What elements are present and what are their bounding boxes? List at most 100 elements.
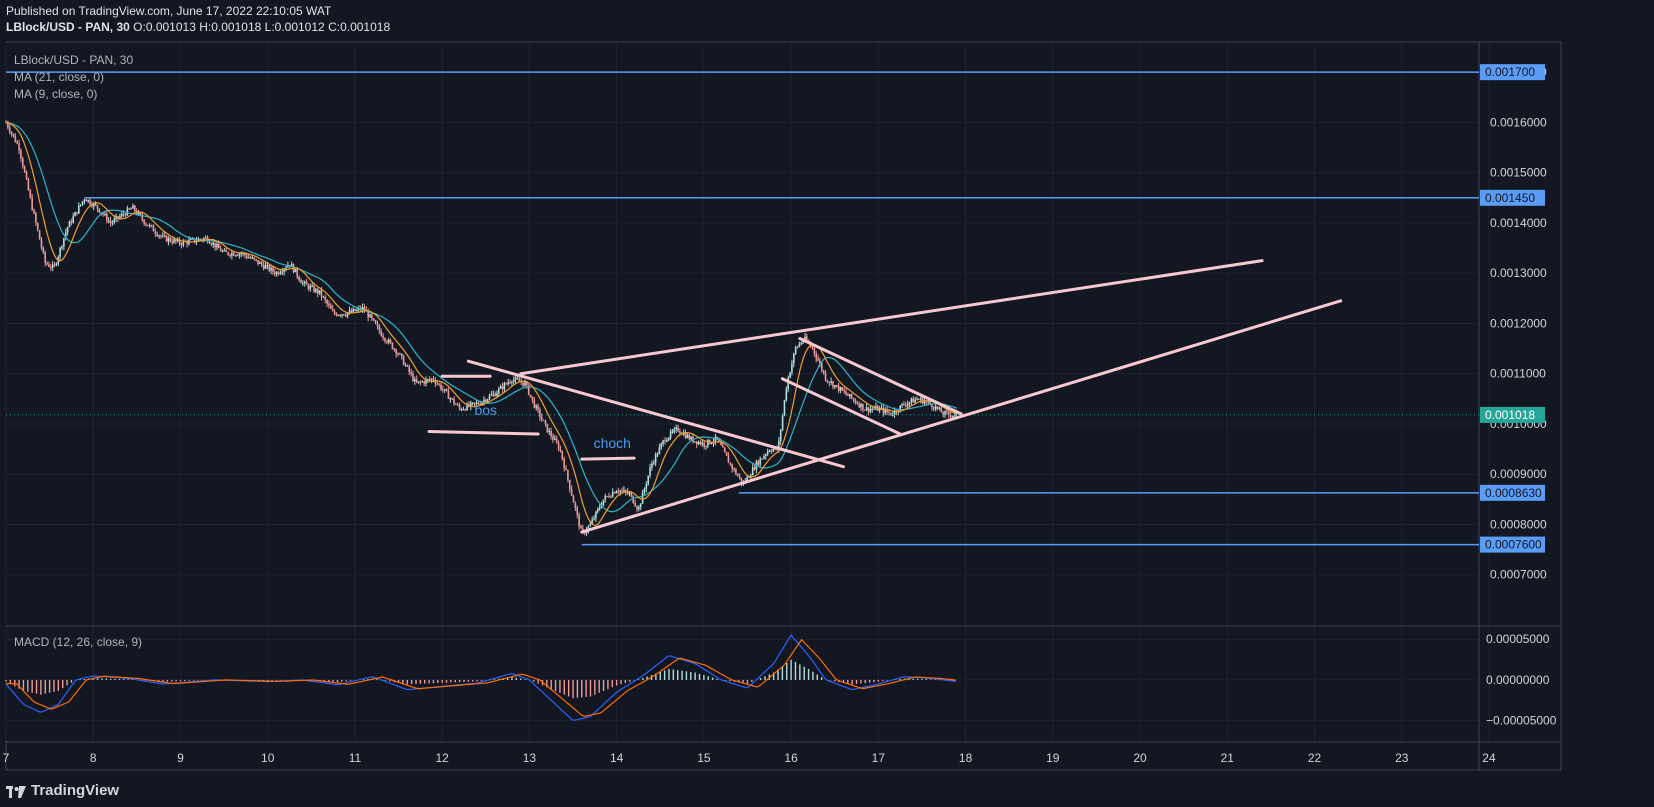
candle-body [486,399,489,402]
time-tick-label: 19 [1046,751,1060,765]
candle-body [834,385,836,387]
candle-body [656,454,659,456]
candle-body [326,300,328,304]
trendline [580,299,1343,534]
candle-body [451,398,453,400]
price-tick-label: 0.0015000 [1490,166,1547,180]
candle-body [417,381,420,383]
candle-body [565,468,567,471]
candle-body [87,199,89,202]
candle-body [436,383,439,385]
candle-body [128,208,131,210]
candle-body [483,399,485,402]
price-tick-label: 0.0008000 [1490,517,1547,531]
candle-body [735,469,737,475]
annotation-label: choch [594,435,631,451]
candle-body [328,303,330,306]
legend-symbol[interactable]: LBlock/USD - PAN, 30 [14,53,134,67]
candle-body [346,312,349,316]
candle-body [494,393,496,397]
candle-body [208,241,211,244]
candle-body [255,259,257,261]
candle-body [109,220,112,224]
candle-body [951,415,954,417]
candle-body [257,259,259,264]
legend-ma21[interactable]: MA (21, close, 0) [14,70,105,84]
level-badge [1480,484,1545,501]
tradingview-logo[interactable]: TradingView [6,782,119,799]
candle-body [204,237,207,239]
candle-body [384,338,386,341]
candle-body [253,257,256,260]
candle-body [361,307,364,311]
candle-body [854,399,857,403]
candle-body [150,225,153,227]
candle-body [218,243,220,249]
grid [5,42,1490,741]
candle-body [623,490,625,492]
candle-body [154,231,157,234]
candle-body [158,235,160,237]
candle-body [298,276,300,281]
candle-body [888,412,890,414]
candle-body [925,401,928,403]
candle-body [268,265,271,271]
macd-axis[interactable]: 0.00005000 0.00000000 −0.00005000 [1486,632,1557,727]
candle-body [572,495,575,503]
candle-body [414,379,416,381]
candle-body [473,402,476,404]
candle-body [186,241,188,244]
candle-body [761,458,763,460]
candle-body [794,347,797,354]
candle-body [66,227,69,233]
candle-body [38,230,41,240]
signal-line [6,638,957,718]
candle-body [710,443,713,445]
time-tick-label: 17 [872,751,886,765]
candle-body [124,214,127,216]
candle-body [658,447,661,455]
candle-body [832,381,834,387]
time-axis[interactable]: 7 8 9 10 11 12 13 14 15 16 17 18 19 20 21 22 23 24 [3,751,1496,765]
candle-body [671,431,674,433]
candle-body [824,372,827,381]
candle-body [300,280,302,284]
candle-body [893,410,896,415]
candle-body [675,427,677,430]
candle-body [410,371,412,374]
candle-body [522,382,524,386]
candle-body [589,523,592,527]
time-tick-label: 15 [697,751,711,765]
candle-body [432,378,435,381]
candle-body [901,404,903,406]
legend-macd[interactable]: MACD (12, 26, close, 9) [14,635,143,649]
candle-body [160,235,162,237]
candle-body [604,496,607,500]
high-value: 0.001018 [211,20,262,34]
candle-body [783,400,786,415]
candle-body [890,412,892,416]
open-value: 0.001013 [145,20,196,34]
candle-body [74,212,76,217]
candle-body [759,458,761,465]
candle-body [427,379,429,381]
candle-body [899,405,902,412]
candle-body [641,492,644,504]
candle-body [912,398,915,403]
legend-ma9[interactable]: MA (9, close, 0) [14,87,98,101]
candle-body [55,263,58,265]
candle-body [944,411,946,415]
level-badge-label: 0.0008630 [1485,486,1542,500]
candle-body [81,201,84,205]
close-value: 0.001018 [340,20,391,34]
candle-body [509,382,511,384]
time-tick-label: 9 [177,751,184,765]
candle-body [277,272,280,275]
candle-body [96,205,99,209]
candle-body [940,407,943,413]
candle-body [350,310,353,312]
candle-body [311,285,313,287]
candle-body [462,409,465,411]
candle-body [421,381,424,383]
